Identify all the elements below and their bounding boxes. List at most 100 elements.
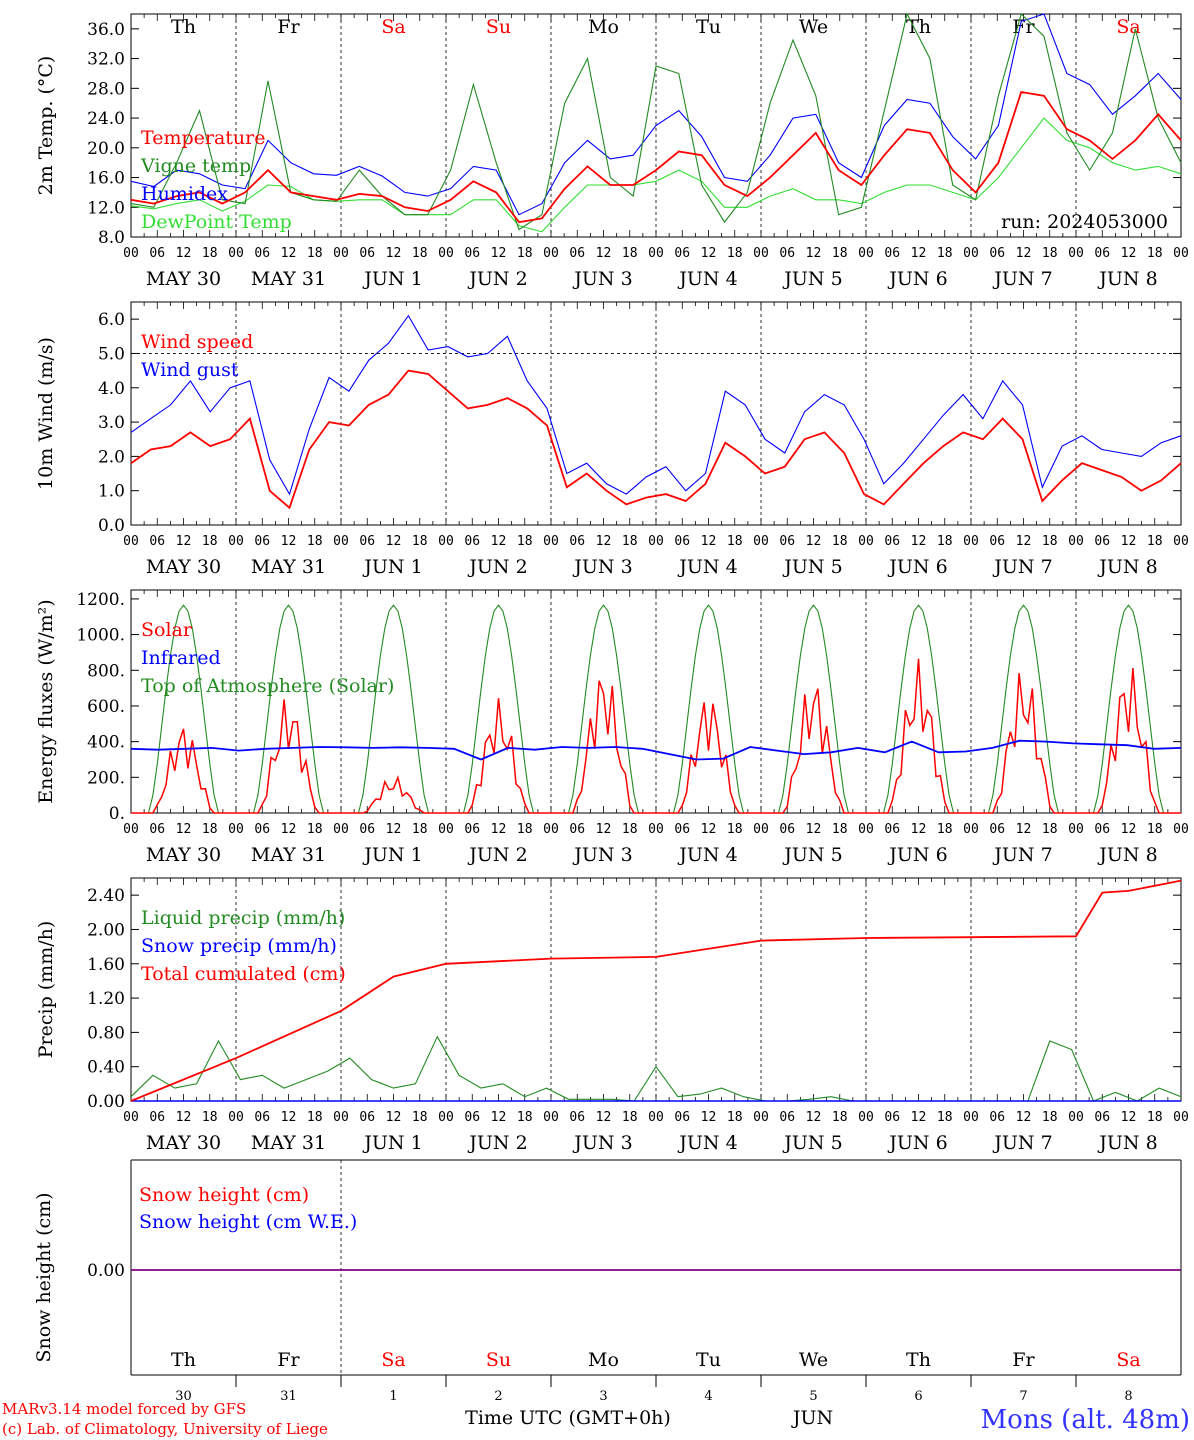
hour-tick-label: 06	[359, 246, 375, 261]
hour-tick-label: 12	[176, 246, 192, 261]
hour-tick-label: 00	[543, 822, 559, 837]
hour-tick-label: 00	[1068, 246, 1084, 261]
hour-tick-label: 00	[438, 246, 454, 261]
hour-tick-label: 06	[464, 246, 480, 261]
legend-entry: Wind speed	[141, 331, 253, 353]
day-number-label: 6	[914, 1389, 922, 1404]
hour-tick-label: 18	[202, 1110, 218, 1125]
y-tick-label: 6.0	[98, 310, 125, 330]
date-label: MAY 31	[251, 844, 326, 866]
hour-tick-label: 06	[674, 534, 690, 549]
panel-3: 00 06 12 18 00 06 12 18 00 06 12 18 00 06 12 18 00 06 12 18…	[35, 589, 1189, 866]
y-tick-label: 24.0	[87, 109, 125, 129]
hour-tick-label: 06	[779, 534, 795, 549]
hour-tick-label: 18	[832, 1110, 848, 1125]
hour-tick-label: 06	[779, 822, 795, 837]
hour-tick-label: 00	[963, 246, 979, 261]
hour-tick-label: 00	[858, 534, 874, 549]
date-label: JUN 1	[362, 1132, 422, 1154]
hour-tick-label: 12	[386, 534, 402, 549]
hour-tick-label: 18	[1042, 1110, 1058, 1125]
day-number-label: 4	[704, 1389, 712, 1404]
hour-tick-label: 18	[622, 1110, 638, 1125]
y-tick-label: 3.0	[98, 413, 125, 433]
hour-tick-label: 12	[386, 822, 402, 837]
hour-tick-label: 18	[937, 246, 953, 261]
weekday-label: Fr	[1012, 16, 1035, 38]
date-label: JUN 5	[782, 556, 842, 578]
series-line	[130, 369, 1182, 510]
hour-tick-label: 12	[911, 1110, 927, 1125]
legend-entry: Infrared	[141, 647, 221, 669]
hour-tick-label: 00	[543, 534, 559, 549]
weekday-label: Mo	[588, 1349, 619, 1371]
hour-tick-label: 00	[438, 822, 454, 837]
hour-tick-label: 00	[1173, 246, 1189, 261]
date-label: MAY 30	[146, 268, 221, 290]
hour-tick-label: 18	[727, 822, 743, 837]
hour-tick-label: 18	[517, 534, 533, 549]
hour-tick-label: 18	[832, 534, 848, 549]
date-label: JUN 4	[677, 1132, 737, 1154]
y-tick-label: 0.80	[87, 1023, 125, 1043]
y-tick-label: 2.40	[87, 886, 125, 906]
y-tick-label: 0.00	[87, 1261, 125, 1281]
hour-tick-label: 12	[491, 534, 507, 549]
hour-tick-label: 12	[281, 534, 297, 549]
date-label: JUN 4	[677, 556, 737, 578]
hour-tick-label: 12	[1121, 246, 1137, 261]
hour-tick-label: 18	[517, 1110, 533, 1125]
day-number-label: 8	[1124, 1389, 1132, 1404]
hour-tick-label: 00	[753, 822, 769, 837]
hour-tick-label: 00	[648, 822, 664, 837]
day-number-label: 30	[175, 1389, 192, 1404]
hour-tick-label: 00	[543, 246, 559, 261]
date-label: JUN 4	[677, 268, 737, 290]
hour-tick-label: 12	[1121, 1110, 1137, 1125]
hour-tick-label: 00	[228, 534, 244, 549]
hour-tick-label: 12	[1016, 1110, 1032, 1125]
hour-tick-label: 06	[779, 246, 795, 261]
hour-tick-label: 06	[779, 1110, 795, 1125]
station-label: Mons (alt. 48m)	[981, 1405, 1190, 1435]
hour-tick-label: 06	[674, 1110, 690, 1125]
hour-tick-label: 12	[701, 246, 717, 261]
hour-tick-label: 00	[648, 534, 664, 549]
legend-entry: Total cumulated (cm)	[141, 963, 346, 985]
series-line-infrared	[130, 739, 1182, 761]
hour-tick-label: 12	[1016, 246, 1032, 261]
y-tick-label: 1.0	[98, 482, 125, 502]
hour-tick-label: 00	[858, 822, 874, 837]
hour-tick-label: 06	[254, 246, 270, 261]
y-tick-label: 1.60	[87, 955, 125, 975]
hour-tick-label: 18	[202, 246, 218, 261]
hour-tick-label: 06	[254, 534, 270, 549]
weekday-label: Th	[171, 1349, 196, 1371]
weekday-label: Su	[486, 16, 511, 38]
hour-tick-label: 06	[989, 246, 1005, 261]
series-line	[130, 12, 1182, 231]
hour-tick-label: 06	[254, 822, 270, 837]
day-number-label: 31	[280, 1389, 297, 1404]
hour-tick-label: 06	[674, 822, 690, 837]
hour-tick-label: 00	[963, 822, 979, 837]
hour-tick-label: 12	[806, 1110, 822, 1125]
day-number-label: 3	[599, 1389, 607, 1404]
weekday-label: Th	[171, 16, 196, 38]
weekday-label: Tu	[696, 1349, 721, 1371]
hour-tick-label: 06	[569, 246, 585, 261]
legend-entry: Temperature	[141, 127, 265, 149]
hour-tick-label: 00	[123, 1110, 139, 1125]
hour-tick-label: 06	[149, 822, 165, 837]
weekday-label: Sa	[381, 1349, 405, 1371]
y-tick-label: 600.	[87, 697, 125, 717]
hour-tick-label: 18	[832, 822, 848, 837]
hour-tick-label: 00	[1173, 822, 1189, 837]
hour-tick-label: 18	[412, 534, 428, 549]
hour-tick-label: 18	[412, 822, 428, 837]
hour-tick-label: 18	[1042, 534, 1058, 549]
hour-tick-label: 12	[176, 534, 192, 549]
weekday-label: Fr	[277, 16, 300, 38]
hour-tick-label: 12	[596, 246, 612, 261]
